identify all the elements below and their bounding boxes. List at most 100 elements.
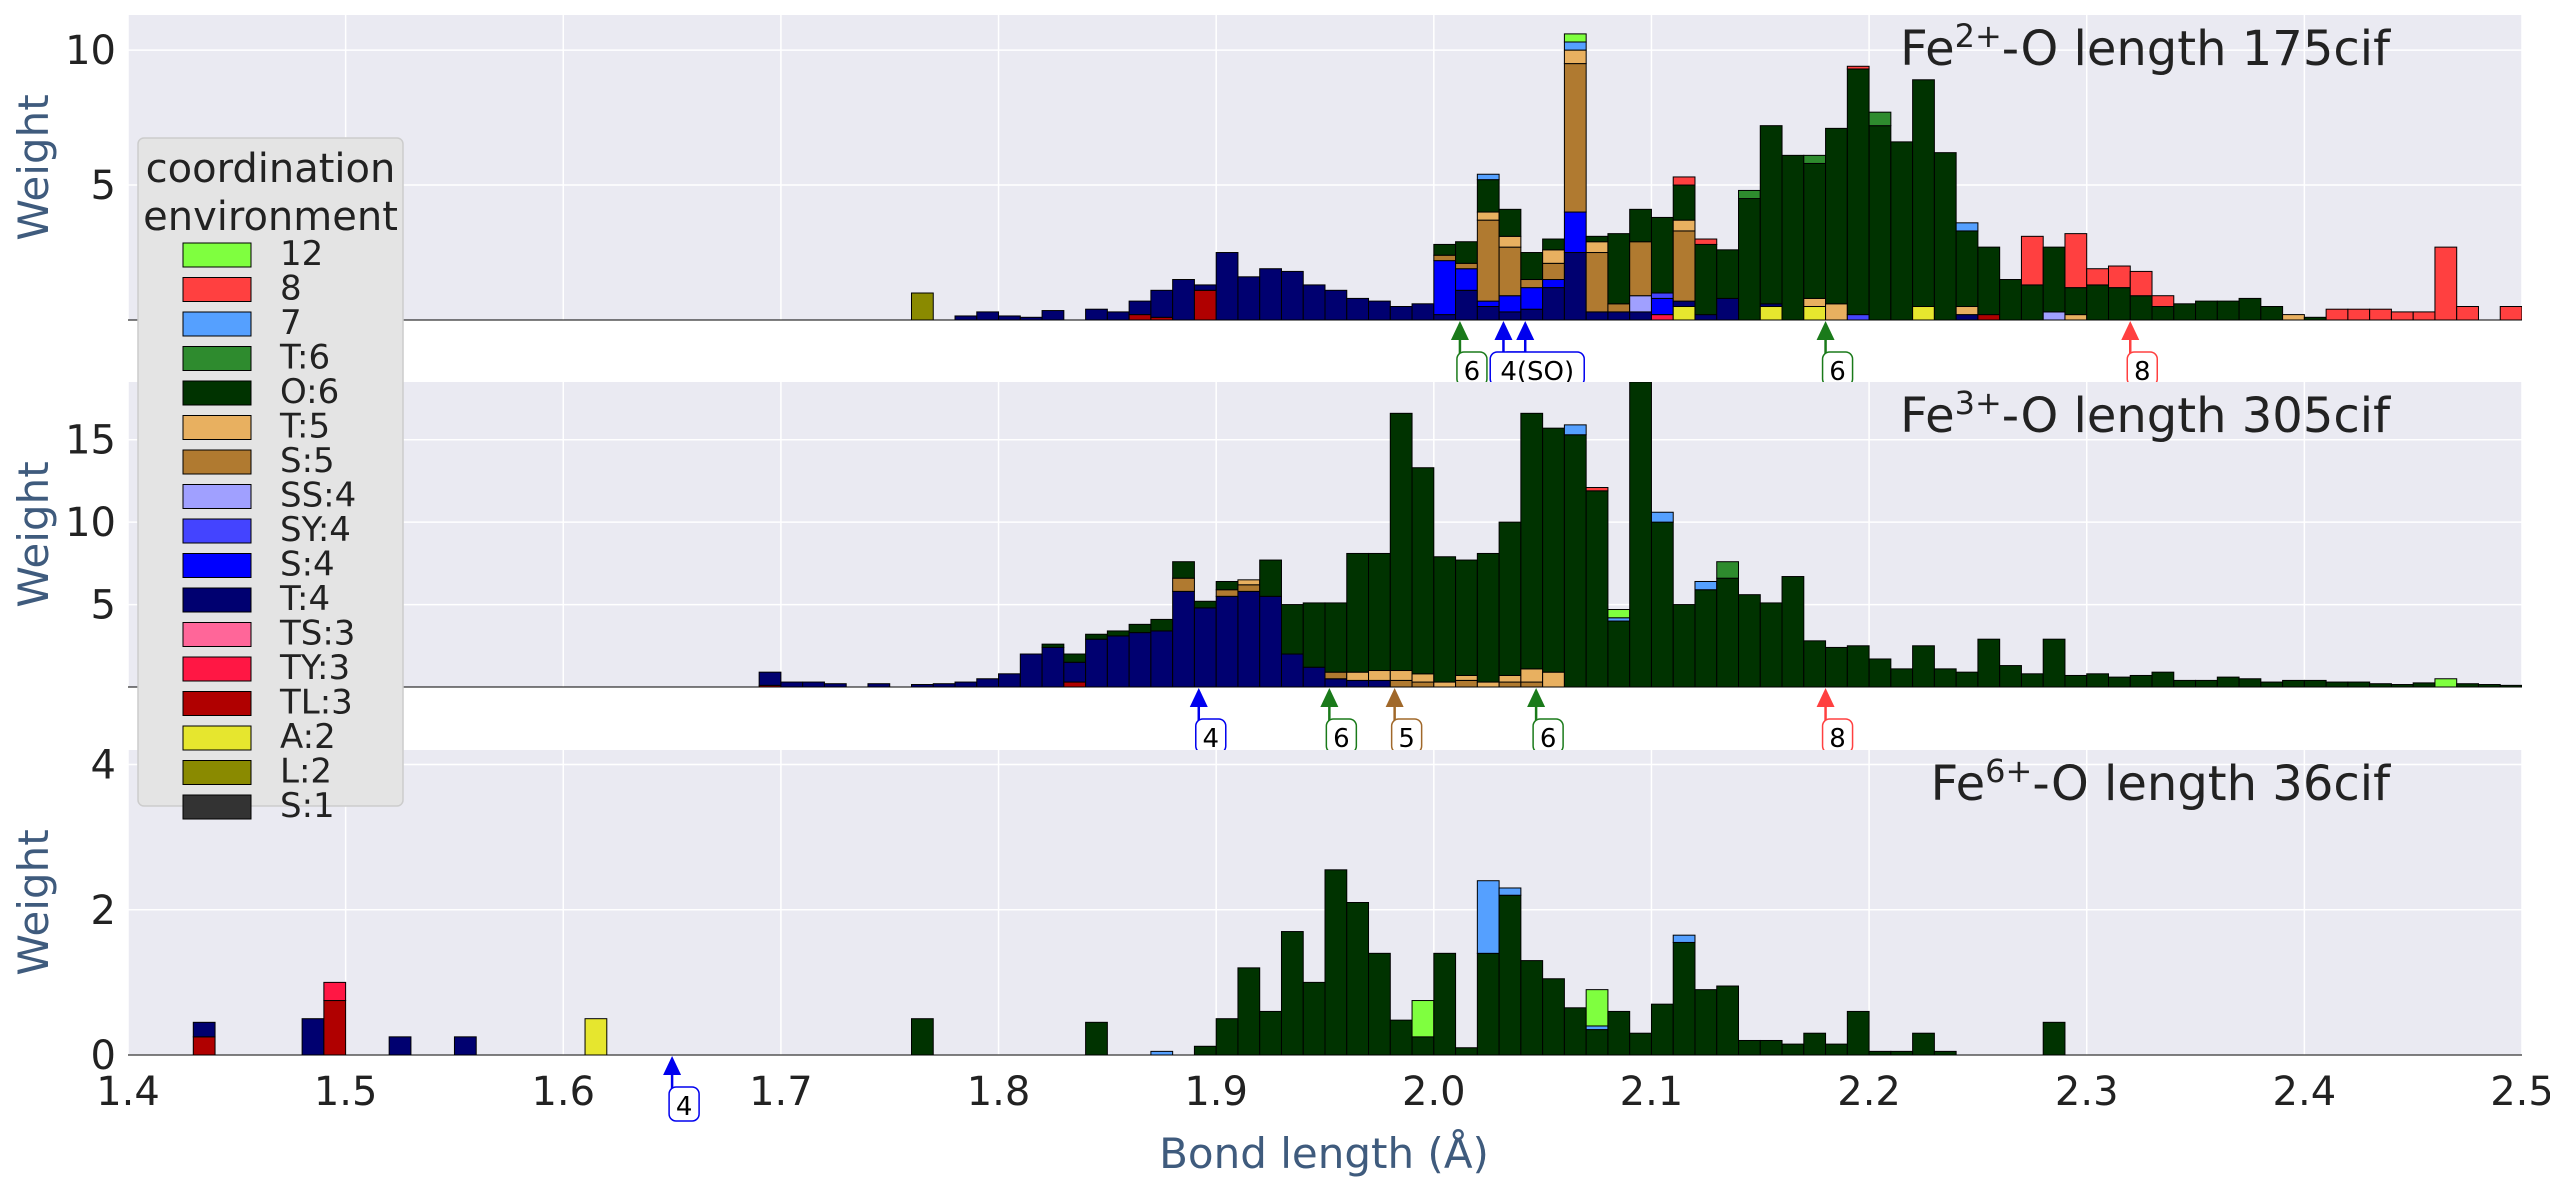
bar-segment-O6 xyxy=(1825,1043,1848,1055)
bar-segment-T4 xyxy=(1041,646,1065,687)
bar-segment-S4 xyxy=(1650,297,1674,316)
marker-label: 4 xyxy=(1202,724,1219,754)
bar-segment-T5 xyxy=(1520,668,1544,683)
bar-segment-T4 xyxy=(1150,630,1174,687)
bar-segment-T4 xyxy=(1411,303,1435,320)
bar-segment-O6 xyxy=(1085,1021,1108,1055)
bar-segment-C7 xyxy=(1498,887,1522,896)
bar-segment-T5 xyxy=(1542,249,1565,264)
bar-segment-L2 xyxy=(910,292,934,320)
bar-segment-O6 xyxy=(2195,679,2218,687)
bar-segment-O6 xyxy=(910,1018,934,1055)
y-axis-label: Weight xyxy=(9,829,58,975)
legend-label: SS:4 xyxy=(280,476,356,516)
legend-label: A:2 xyxy=(280,717,336,757)
bar-segment-S4 xyxy=(1476,300,1500,308)
bar-segment-C8 xyxy=(2151,295,2175,308)
bar-segment-TY3 xyxy=(1650,314,1674,320)
bar-segment-O6 xyxy=(2173,679,2197,687)
bar-segment-S5 xyxy=(1585,252,1609,313)
bar-segment-O6 xyxy=(1890,668,1914,687)
bar-segment-T4 xyxy=(1324,289,1348,320)
bar-segment-O6 xyxy=(1041,643,1065,648)
bar-segment-O6 xyxy=(1324,869,1348,1055)
bar-segment-O6 xyxy=(1346,902,1370,1055)
bar-segment-C8 xyxy=(2325,308,2349,320)
legend-swatch xyxy=(182,518,252,544)
marker-arrowhead xyxy=(1385,688,1404,707)
bar-segment-O6 xyxy=(1106,630,1130,637)
legend-label: T:5 xyxy=(279,407,330,447)
bar-segment-S5 xyxy=(1172,577,1195,592)
bar-segment-O6 xyxy=(1389,412,1413,672)
y-tick-label: 4 xyxy=(91,743,116,789)
bar-segment-O6 xyxy=(2086,284,2109,320)
bar-segment-T4 xyxy=(1455,289,1478,320)
marker-arrowhead xyxy=(1816,688,1835,707)
bar-segment-O6 xyxy=(1999,665,2022,687)
bar-segment-O6 xyxy=(2129,295,2153,320)
bar-segment-T5 xyxy=(1476,211,1500,221)
bar-segment-T4 xyxy=(1215,252,1239,320)
legend-swatch xyxy=(182,587,252,613)
bar-segment-C7 xyxy=(1694,580,1718,591)
bar-segment-C8 xyxy=(2390,311,2414,320)
bar-segment-T4 xyxy=(301,1018,325,1055)
bar-segment-S5 xyxy=(1455,679,1478,687)
bar-segment-T4 xyxy=(1346,297,1370,320)
bar-segment-T4 xyxy=(1215,595,1239,687)
bar-segment-T4 xyxy=(453,1036,477,1055)
bar-segment-T5 xyxy=(1542,671,1565,687)
bar-segment-O6 xyxy=(1520,412,1544,670)
bar-segment-O6 xyxy=(1672,604,1696,687)
bar-segment-O6 xyxy=(1128,623,1152,634)
bar-segment-O6 xyxy=(1694,989,1718,1055)
bar-segment-A2 xyxy=(1803,306,1827,320)
marker-label: 4 xyxy=(676,1092,693,1122)
bar-segment-O6 xyxy=(1716,249,1740,299)
bar-segment-C7 xyxy=(1955,222,1979,232)
bar-segment-O6 xyxy=(1280,604,1304,655)
bar-segment-O6 xyxy=(1563,434,1587,687)
bar-segment-O6 xyxy=(1433,243,1457,256)
bar-segment-S5 xyxy=(1215,589,1239,597)
bar-segment-SS4 xyxy=(2042,311,2066,320)
bar-segment-T4 xyxy=(1150,289,1174,318)
bar-segment-O6 xyxy=(1803,640,1827,687)
bar-segment-T6 xyxy=(1716,561,1740,579)
bar-segment-C7 xyxy=(1563,424,1587,436)
bar-segment-T4 xyxy=(1520,308,1544,320)
bar-segment-O6 xyxy=(1607,620,1631,687)
bar-segment-O6 xyxy=(1585,490,1609,687)
bar-segment-O6 xyxy=(1716,577,1740,687)
bar-segment-O6 xyxy=(1237,967,1261,1055)
bar-segment-O6 xyxy=(1825,127,1848,305)
bar-segment-T4 xyxy=(976,311,1000,320)
legend-entry: TY:3 xyxy=(182,648,350,688)
legend-label: TS:3 xyxy=(279,614,355,654)
bar-segment-O6 xyxy=(1759,1039,1783,1055)
bar-segment-T4 xyxy=(954,315,978,320)
bar-segment-T4 xyxy=(1368,679,1391,687)
bar-segment-TY3 xyxy=(323,981,347,1002)
bar-segment-T6 xyxy=(1738,189,1761,200)
marker-arrowhead xyxy=(1516,321,1535,340)
bar-segment-T5 xyxy=(1368,670,1391,681)
bar-segment-O6 xyxy=(1455,241,1478,264)
bar-segment-O6 xyxy=(1650,1003,1674,1055)
marker-label: 8 xyxy=(1829,724,1846,754)
bar-segment-T5 xyxy=(1346,671,1370,681)
bar-segment-O6 xyxy=(2020,284,2044,320)
marker-arrowhead xyxy=(1527,688,1546,707)
bar-segment-C7 xyxy=(1672,934,1696,943)
bar-segment-T4 xyxy=(1629,311,1652,320)
bar-segment-O6 xyxy=(1063,653,1087,663)
panel-title: Fe2+-O length 175cif xyxy=(1900,17,2391,77)
legend-entry: SY:4 xyxy=(182,510,351,550)
legend: coordinationenvironment1287T:6O:6T:5S:5S… xyxy=(137,137,404,826)
bar-segment-O6 xyxy=(2042,1021,2066,1055)
bar-segment-O6 xyxy=(1933,668,1957,687)
bar-segment-O6 xyxy=(2042,246,2066,313)
bar-segment-O6 xyxy=(1433,952,1457,1055)
legend-label: T:4 xyxy=(279,579,330,619)
